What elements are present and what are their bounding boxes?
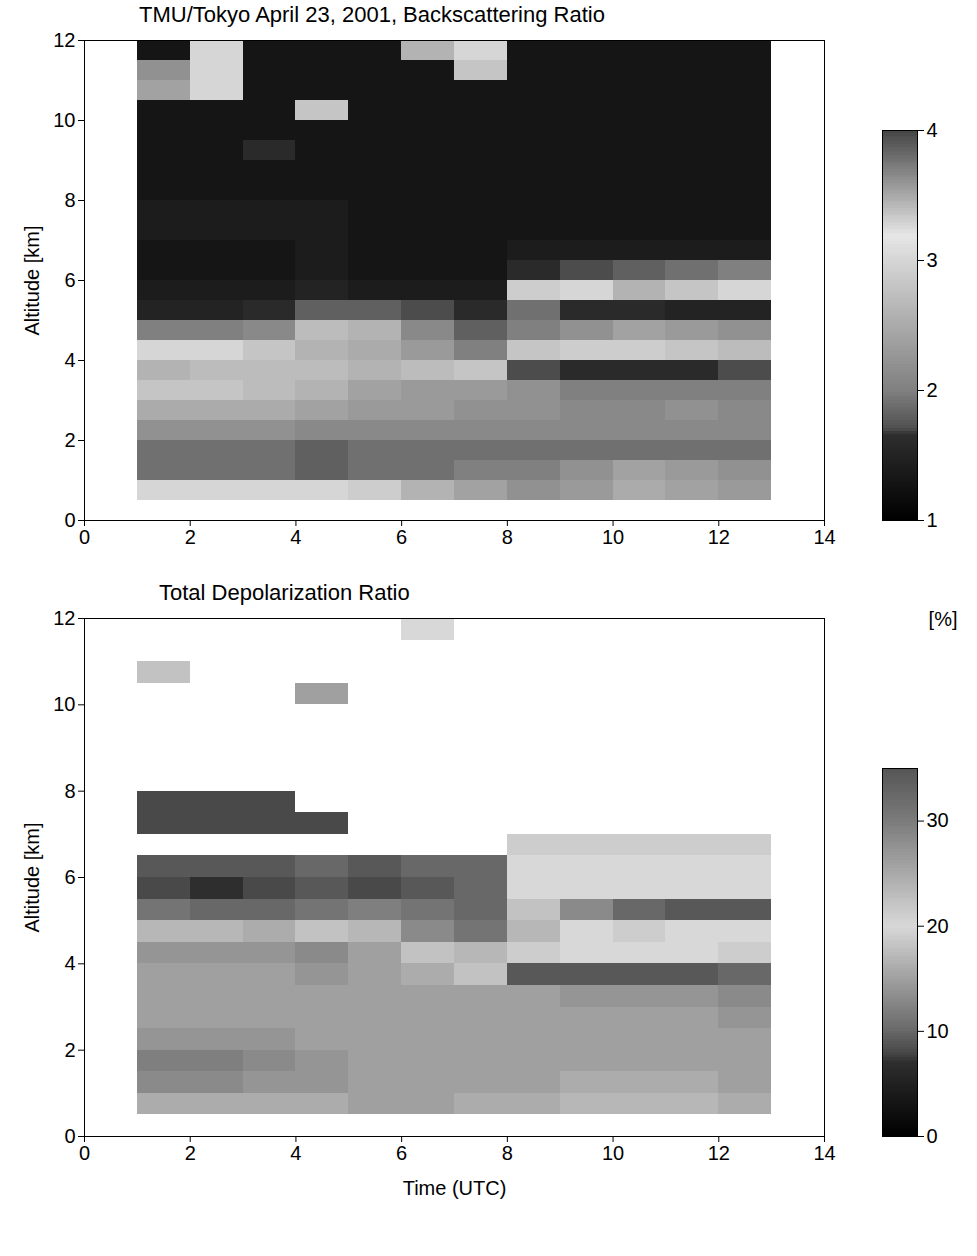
svg-text:12: 12 [708,1142,730,1164]
svg-text:30: 30 [927,809,949,831]
svg-text:8: 8 [502,526,513,548]
svg-text:12: 12 [53,608,75,629]
svg-text:Time (UTC): Time (UTC) [403,1177,507,1199]
svg-text:8: 8 [502,1142,513,1164]
svg-text:0: 0 [79,1142,90,1164]
svg-text:10: 10 [602,526,624,548]
svg-text:2: 2 [64,1039,75,1061]
svg-text:0: 0 [927,1125,938,1147]
svg-text:0: 0 [64,509,75,531]
svg-text:4: 4 [290,526,301,548]
svg-text:6: 6 [64,866,75,888]
svg-text:0: 0 [79,526,90,548]
svg-text:14: 14 [813,526,835,548]
svg-text:10: 10 [602,1142,624,1164]
svg-text:8: 8 [64,189,75,211]
svg-text:4: 4 [64,349,75,371]
svg-text:4: 4 [927,119,938,141]
svg-text:12: 12 [708,526,730,548]
svg-text:14: 14 [813,1142,835,1164]
svg-text:10: 10 [53,109,75,131]
svg-text:1: 1 [927,509,938,531]
svg-text:20: 20 [927,915,949,937]
html-text:TMU/Tokyo April 23, 2001, Back: TMU/Tokyo April 23, 2001, Backscattering… [139,2,605,27]
svg-text:3: 3 [927,249,938,271]
svg-text:2: 2 [927,379,938,401]
svg-text:10: 10 [53,693,75,715]
svg-text:6: 6 [64,269,75,291]
svg-text:0: 0 [64,1125,75,1147]
svg-text:10: 10 [927,1020,949,1042]
svg-text:2: 2 [185,526,196,548]
svg-text:4: 4 [64,952,75,974]
svg-text:[%]: [%] [929,608,958,630]
svg-text:12: 12 [53,30,75,51]
svg-text:2: 2 [64,429,75,451]
svg-text:6: 6 [396,526,407,548]
html-text:Total Depolarization Ratio: Total Depolarization Ratio [159,580,410,605]
svg-text:Altitude [km]: Altitude [km] [21,225,43,335]
svg-text:2: 2 [185,1142,196,1164]
svg-text:4: 4 [290,1142,301,1164]
svg-text:6: 6 [396,1142,407,1164]
svg-text:Altitude [km]: Altitude [km] [21,822,43,932]
svg-text:8: 8 [64,780,75,802]
